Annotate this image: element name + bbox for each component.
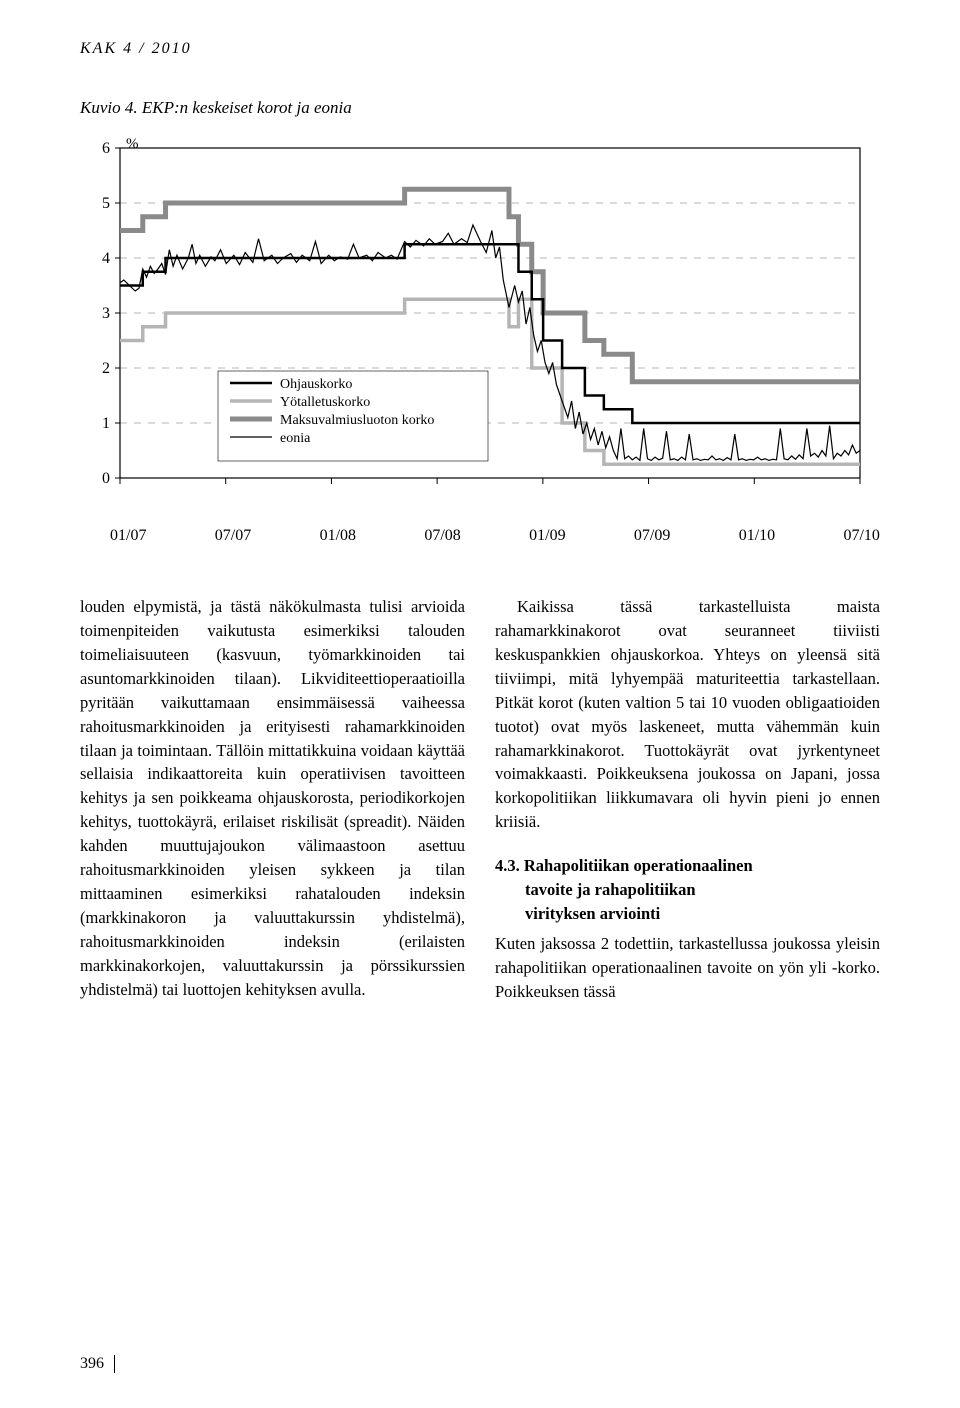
x-tick-label: 01/09	[529, 527, 565, 545]
running-head: KAK 4 / 2010	[80, 40, 880, 58]
heading-line: virityksen arviointi	[495, 904, 660, 923]
x-tick-label: 01/10	[739, 527, 775, 545]
svg-text:2: 2	[102, 360, 110, 377]
heading-number: 4.3.	[495, 856, 520, 875]
svg-text:5: 5	[102, 195, 110, 212]
svg-text:Ohjauskorko: Ohjauskorko	[280, 377, 352, 392]
svg-text:eonia: eonia	[280, 431, 311, 446]
svg-text:1: 1	[102, 415, 110, 432]
svg-text:3: 3	[102, 305, 110, 322]
svg-text:Yötalletuskorko: Yötalletuskorko	[280, 395, 370, 410]
figure-caption: Kuvio 4. EKP:n keskeiset korot ja eonia	[80, 98, 880, 118]
heading-line: Rahapolitiikan operationaalinen	[524, 856, 753, 875]
right-column: Kaikissa tässä tarkastelluista maista ra…	[495, 595, 880, 1004]
chart: 0 1 2 3 4 5 6% Ohjauskorko Yötalletuskorko Maksuv…	[80, 138, 880, 545]
svg-text:6: 6	[102, 140, 110, 157]
body-text: Kaikissa tässä tarkastelluista maista ra…	[495, 595, 880, 834]
x-tick-label: 01/08	[320, 527, 356, 545]
page-number: 396	[80, 1355, 115, 1373]
svg-text:4: 4	[102, 250, 110, 267]
x-tick-label: 07/10	[843, 527, 879, 545]
svg-text:%: %	[126, 138, 139, 152]
body-text: louden elpymistä, ja tästä näkökulmasta …	[80, 595, 465, 1002]
section-heading: 4.3. Rahapolitiikan operationaalinen tav…	[495, 854, 880, 926]
heading-line: tavoite ja rahapolitiikan	[495, 880, 696, 899]
x-tick-label: 07/08	[424, 527, 460, 545]
svg-text:Maksuvalmiusluoton korko: Maksuvalmiusluoton korko	[280, 413, 434, 428]
body-text: Kuten jaksossa 2 todettiin, tarkastellus…	[495, 932, 880, 1004]
left-column: louden elpymistä, ja tästä näkökulmasta …	[80, 595, 465, 1004]
x-tick-label: 07/07	[215, 527, 251, 545]
x-tick-label: 01/07	[110, 527, 146, 545]
x-tick-label: 07/09	[634, 527, 670, 545]
svg-text:0: 0	[102, 470, 110, 487]
